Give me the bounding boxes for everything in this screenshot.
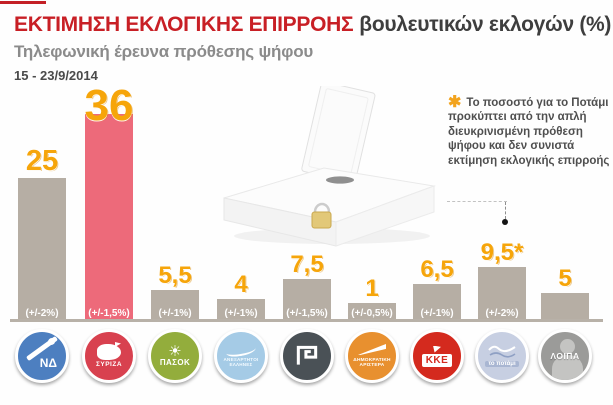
party-logo-anel: ΑΝΕΞΑΡΤΗΤΟΙ ΕΛΛΗΝΕΣ (214, 329, 268, 383)
pasok-sun-icon: ☀ (168, 342, 182, 360)
syriza-map-icon (97, 343, 121, 360)
bar-value-label: 9,5* (480, 239, 524, 267)
party-logo-nd: ΝΔ (15, 329, 69, 383)
party-label: ΔΗΜΟΚΡΑΤΙΚΗ ΑΡΙΣΤΕΡΑ (353, 357, 391, 368)
footnote-text: Το ποσοστό για το Ποτάμι προκύπτει από τ… (448, 97, 610, 167)
bar-margin-of-error-label: (+/-2%) (25, 308, 59, 319)
bar-group: 7,5 (+/-1,5%) (274, 250, 340, 322)
bar-value-label: 7,5 (290, 250, 324, 278)
party-logo-pasok: ☀ ΠΑΣΟΚ (148, 329, 202, 383)
bar-margin-of-error-label: (+/-1,5%) (286, 308, 328, 319)
bar-margin-of-error-label: (+/-1%) (420, 308, 454, 319)
footnote-connector-dot (502, 219, 508, 225)
bar: (+/-1%) (413, 284, 461, 322)
bar-value-label: 25 (25, 144, 59, 177)
party-logo-loipa: ΛΟΙΠΑ (538, 329, 592, 383)
nd-flame-icon (48, 338, 55, 345)
party-label: το ποτάμι (485, 360, 519, 368)
bar-group: 25 (+/-2%) (9, 144, 75, 322)
bar-group: 5 (532, 265, 598, 322)
page-title: ΕΚΤΙΜΗΣΗ ΕΚΛΟΓΙΚΗΣ ΕΠΙΡΡΟΗΣ βουλευτικών ε… (14, 13, 611, 37)
top-accent-line (0, 1, 46, 4)
bar-value-label: 36 (84, 81, 134, 131)
potami-wave-icon (488, 345, 516, 358)
footnote-connector-vertical (505, 202, 506, 219)
bar: (+/-0,5%) (348, 303, 396, 322)
bar-value-label: 6,5 (420, 256, 454, 284)
person-silhouette-icon (560, 339, 575, 354)
bar-group: 6,5 (+/-1%) (404, 256, 470, 322)
bar-group: 36 (+/-1,5%) (76, 81, 142, 322)
bar-value-label: 4 (234, 270, 248, 298)
ballot-box-icon (223, 81, 436, 247)
bar-group: 9,5* (+/-2%) (469, 239, 535, 322)
bar-value-label: 1 (365, 274, 379, 302)
party-label: ΝΔ (39, 356, 57, 371)
party-label: ΠΑΣΟΚ (159, 357, 191, 367)
party-label: KKE (421, 353, 453, 367)
bar-group: 4 (+/-1%) (208, 270, 274, 322)
bar-value-label: 5 (558, 265, 572, 293)
party-logo-dimar: ΔΗΜΟΚΡΑΤΙΚΗ ΑΡΙΣΤΕΡΑ (345, 329, 399, 383)
party-label: ΑΝΕΞΑΡΤΗΤΟΙ ΕΛΛΗΝΕΣ (223, 356, 259, 367)
bar: (+/-1,5%) (85, 113, 133, 322)
meander-icon (296, 345, 318, 365)
bar: (+/-2%) (478, 267, 526, 322)
bar-group: 5,5 (+/-1%) (142, 262, 208, 322)
anel-bird-icon (225, 342, 257, 358)
person-silhouette-body (552, 355, 583, 380)
survey-date-range: 15 - 23/9/2014 (14, 68, 98, 83)
party-logo-potami: το ποτάμι (475, 329, 529, 383)
bar: (+/-1%) (217, 298, 265, 322)
footnote-connector-horizontal (447, 201, 507, 202)
survey-subtitle: Τηλεφωνική έρευνα πρόθεσης ψήφου (14, 42, 314, 61)
ballot-box-illustration (222, 81, 437, 248)
bar-value-label: 5,5 (158, 262, 192, 290)
syriza-flag-icon (115, 342, 121, 347)
bar (541, 293, 589, 322)
bar: (+/-2%) (18, 177, 66, 322)
asterisk-icon: ✱ (448, 94, 462, 111)
party-label: ΛΟΙΠΑ (550, 350, 580, 361)
chart-baseline (10, 319, 603, 322)
bar-margin-of-error-label: (+/-2%) (485, 308, 519, 319)
bar: (+/-1,5%) (283, 278, 331, 322)
title-suffix: βουλευτικών εκλογών (%) (359, 13, 612, 36)
bar-margin-of-error-label: (+/-1%) (224, 308, 258, 319)
party-label: ΣΥΡΙΖΑ (95, 360, 123, 368)
bar: (+/-1%) (151, 290, 199, 322)
bar-margin-of-error-label: (+/-1,5%) (88, 308, 130, 319)
bar-margin-of-error-label: (+/-1%) (158, 308, 192, 319)
title-main: ΕΚΤΙΜΗΣΗ ΕΚΛΟΓΙΚΗΣ ΕΠΙΡΡΟΗΣ (14, 13, 354, 36)
dimar-wing-icon (358, 343, 386, 355)
party-logo-kke: KKE (410, 329, 464, 383)
footnote: ✱ Το ποσοστό για το Ποτάμι προκύπτει από … (448, 94, 610, 168)
kke-flag-icon (433, 345, 441, 353)
party-logo-xrysi-avgi (280, 329, 334, 383)
bar-group: 1 (+/-0,5%) (339, 274, 405, 322)
bar-margin-of-error-label: (+/-0,5%) (351, 308, 393, 319)
party-logo-syriza: ΣΥΡΙΖΑ (82, 329, 136, 383)
